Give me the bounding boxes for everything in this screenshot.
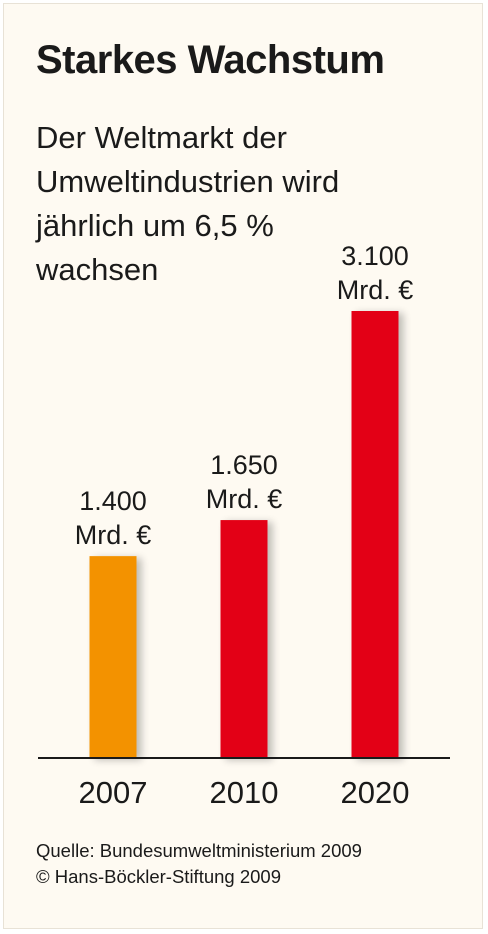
copyright-text: © Hans-Böckler-Stiftung 2009 xyxy=(36,866,281,887)
data-label-2007: 1.400 Mrd. € xyxy=(75,486,152,550)
x-tick-label-2007: 2007 xyxy=(79,775,148,810)
data-label-2010: 1.650 Mrd. € xyxy=(206,450,283,514)
chart-subtitle: Der Weltmarkt der Umweltindustrien wird … xyxy=(36,120,340,287)
chart-title: Starkes Wachstum xyxy=(36,38,385,82)
bar-2010 xyxy=(220,520,268,758)
source-note: Quelle: Bundesumweltministerium 2009 © H… xyxy=(36,838,362,890)
chart-card xyxy=(3,3,483,929)
source-text: Quelle: Bundesumweltministerium 2009 xyxy=(36,840,362,861)
bar-2007 xyxy=(89,556,137,758)
data-label-2020: 3.100 Mrd. € xyxy=(337,241,414,305)
x-tick-label-2010: 2010 xyxy=(210,775,279,810)
bar-2020 xyxy=(351,311,399,758)
x-tick-label-2020: 2020 xyxy=(341,775,410,810)
